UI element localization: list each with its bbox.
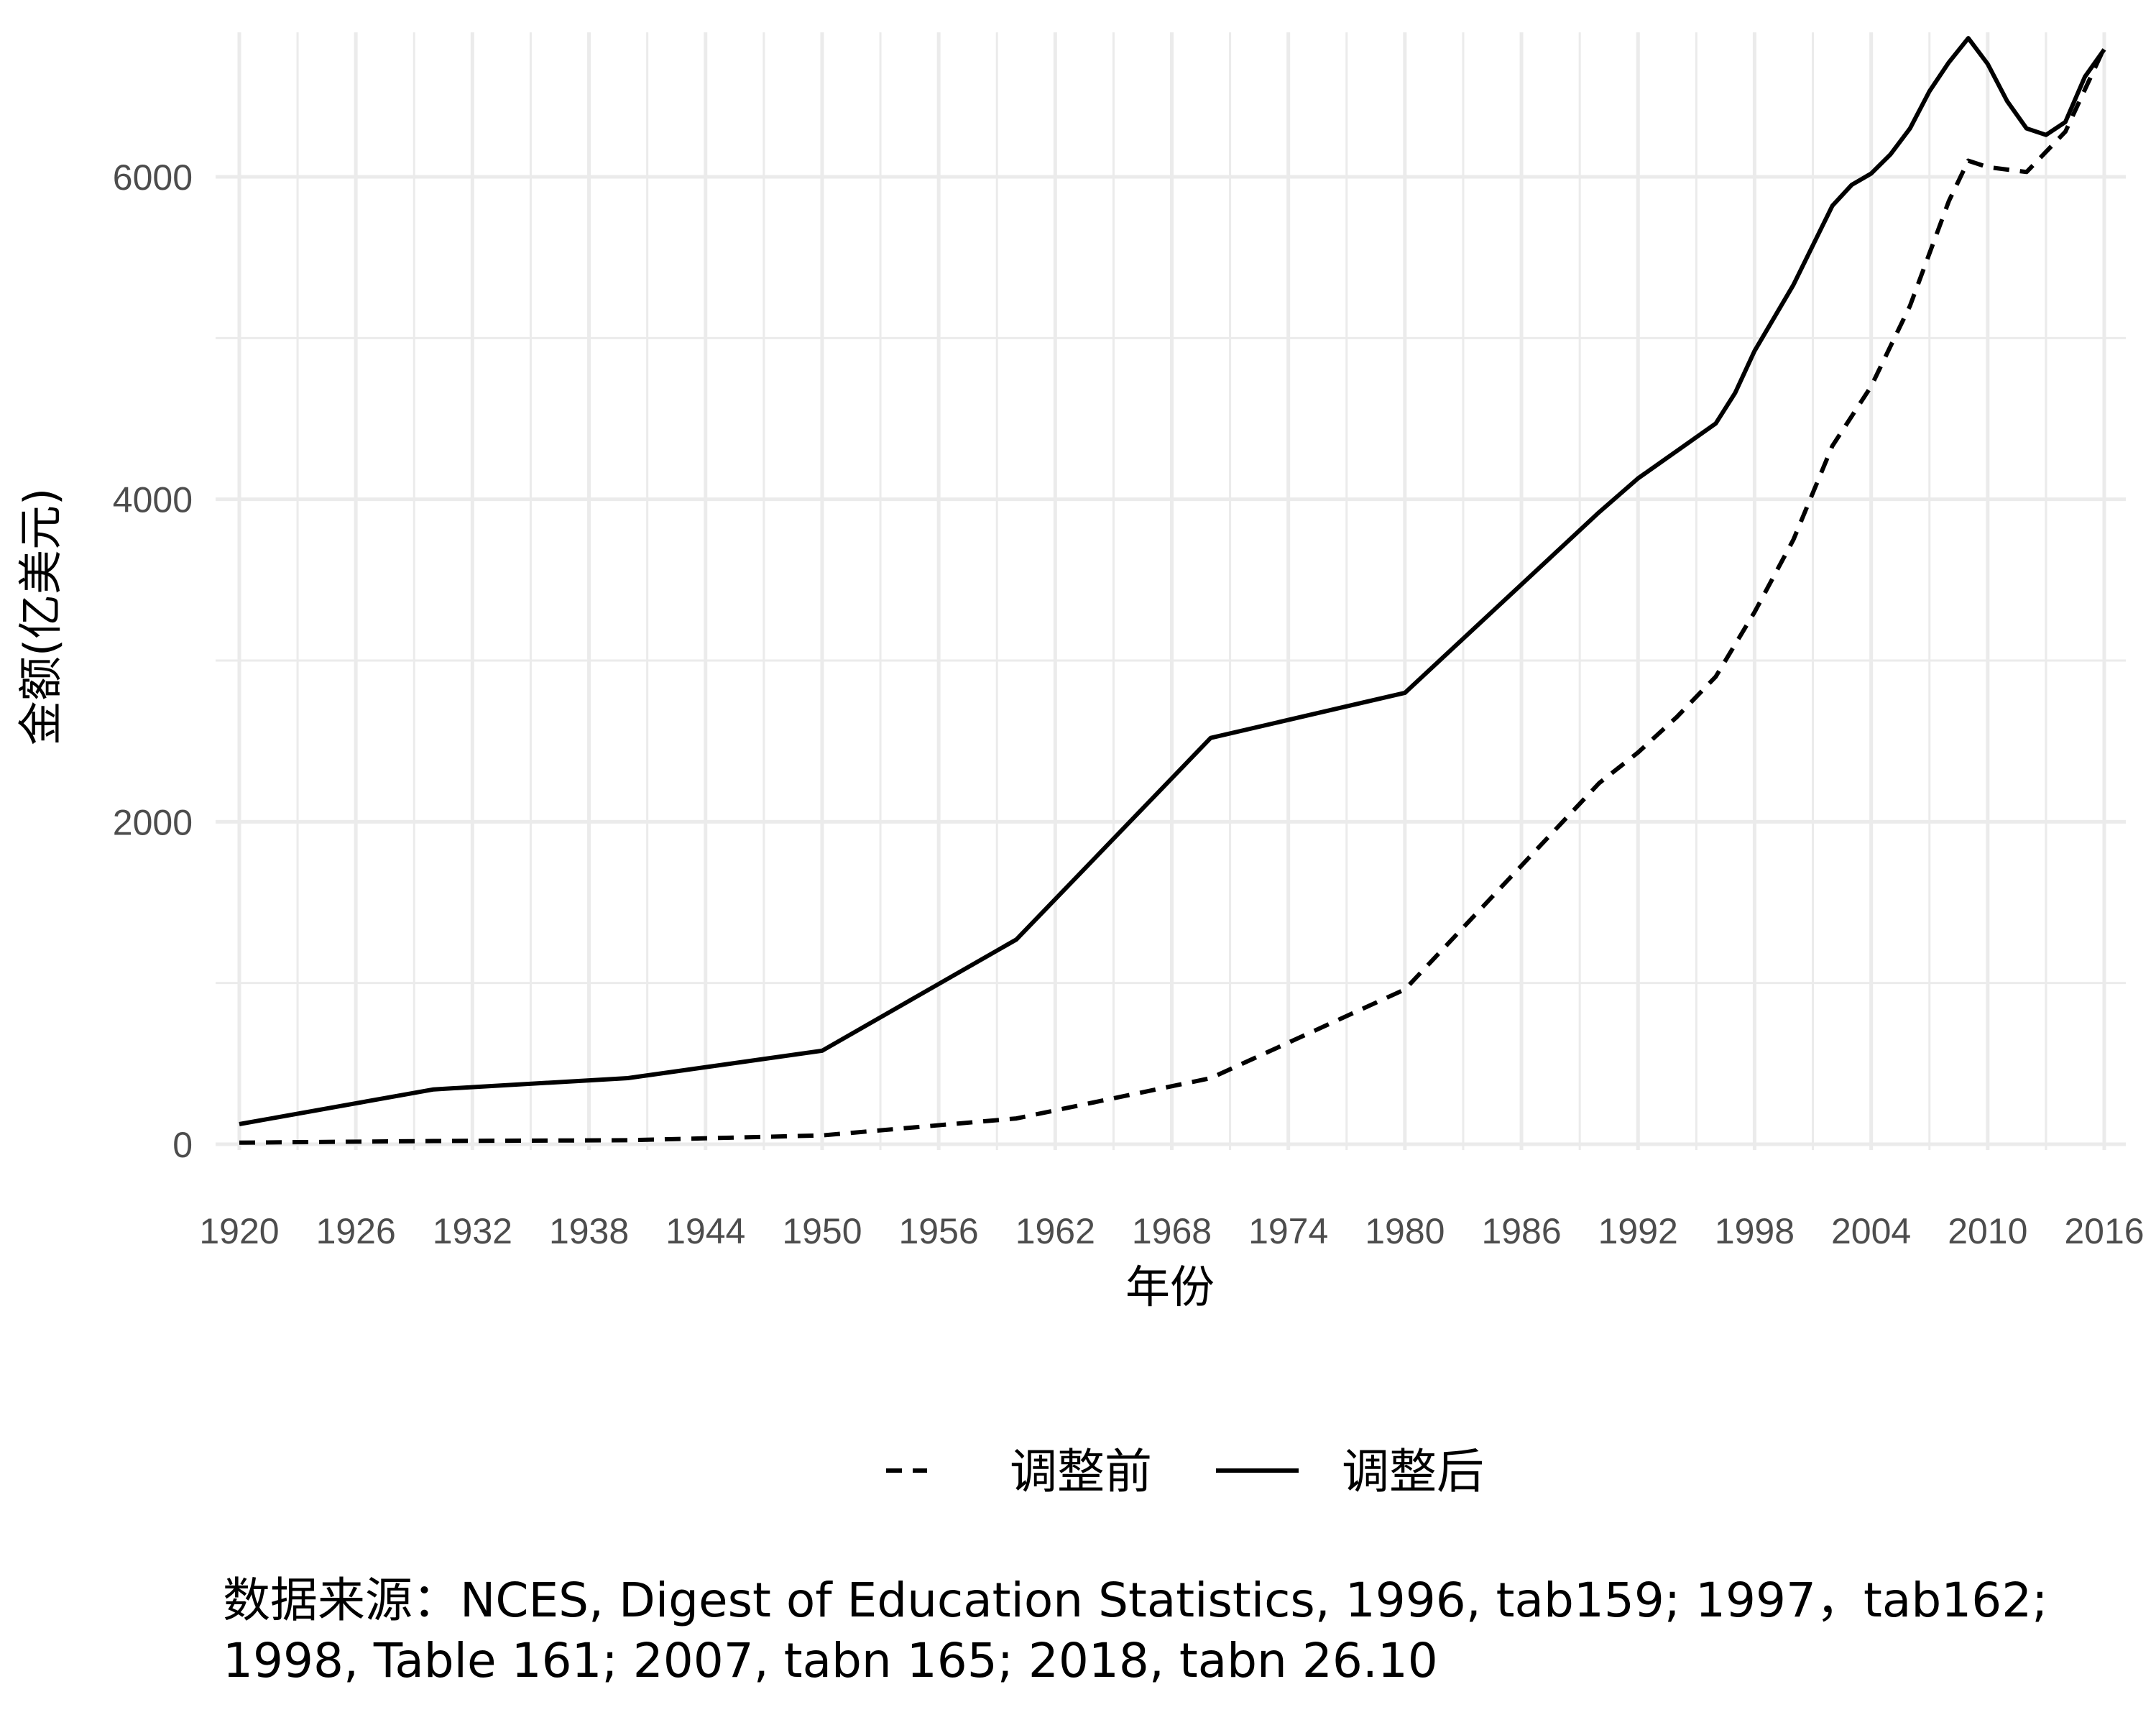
series-line-before-adjustment	[239, 47, 2106, 1145]
caption-line-2: 1998, Table 161; 2007, tabn 165; 2018, t…	[223, 1633, 1438, 1688]
series-lines	[239, 36, 2106, 1145]
x-tick-label: 2016	[2064, 1211, 2144, 1251]
y-tick-label: 4000	[113, 480, 193, 520]
legend: 调整前 调整后	[886, 1444, 1484, 1499]
y-tick-label: 6000	[113, 157, 193, 198]
x-tick-label: 1980	[1365, 1211, 1445, 1251]
legend-label-before: 调整前	[1010, 1444, 1152, 1499]
source-caption: 数据来源：NCES, Digest of Education Statistic…	[223, 1570, 2134, 1691]
x-tick-label: 1998	[1715, 1211, 1795, 1251]
x-tick-label: 1974	[1248, 1211, 1328, 1251]
x-axis-title: 年份	[1125, 1261, 1215, 1313]
x-tick-label: 2004	[1831, 1211, 1911, 1251]
x-tick-label: 1962	[1015, 1211, 1095, 1251]
legend-label-after: 调整后	[1342, 1444, 1484, 1499]
y-tick-label: 0	[172, 1125, 193, 1165]
x-tick-label: 1938	[549, 1211, 629, 1251]
x-tick-label: 1920	[199, 1211, 279, 1251]
x-tick-label: 1944	[665, 1211, 745, 1251]
x-tick-labels: 1920 1926 1932 1938 1944 1950 1956 1962 1968 1974…	[199, 1211, 2144, 1251]
x-tick-label: 2010	[1948, 1211, 2027, 1251]
x-tick-label: 1950	[782, 1211, 862, 1251]
x-tick-label: 1986	[1481, 1211, 1561, 1251]
y-axis-title: 金额(亿美元)	[14, 488, 67, 745]
series-line-after-adjustment	[239, 36, 2106, 1126]
x-tick-label: 1992	[1598, 1211, 1678, 1251]
y-tick-label: 2000	[113, 802, 193, 842]
y-tick-labels: 0 2000 4000 6000	[113, 157, 193, 1165]
x-tick-label: 1968	[1132, 1211, 1212, 1251]
x-tick-label: 1932	[433, 1211, 512, 1251]
gridlines	[216, 32, 2126, 1150]
x-tick-label: 1956	[899, 1211, 979, 1251]
x-tick-label: 1926	[316, 1211, 396, 1251]
caption-line-1: 数据来源：NCES, Digest of Education Statistic…	[223, 1573, 2048, 1628]
